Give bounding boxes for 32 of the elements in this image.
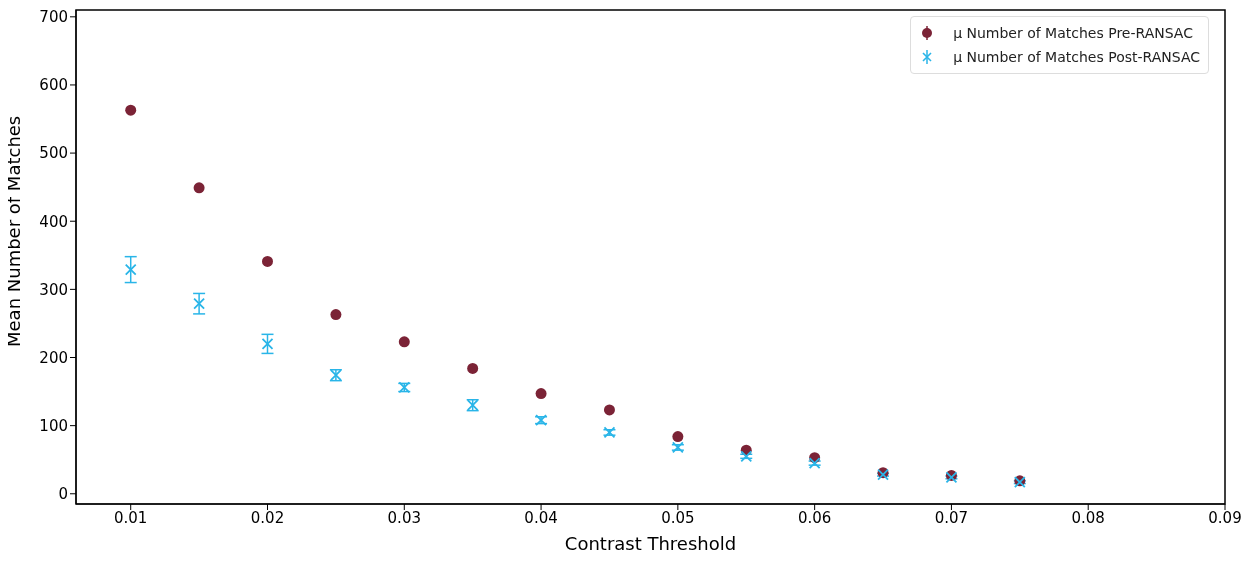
x-tick-label: 0.05 [661,508,695,527]
x-tick-label: 0.06 [797,508,832,527]
legend-label: μ Number of Matches Post-RANSAC [953,48,1200,67]
y-tick-label: 300 [39,280,68,299]
y-tick-label: 500 [39,144,68,163]
point [124,263,137,276]
point [330,309,342,321]
y-tick-label: 0 [58,485,68,504]
point [262,255,273,267]
point [261,337,274,350]
y-tick-label: 200 [39,348,68,367]
point [808,457,821,470]
y-tick-label: 100 [39,416,68,435]
x-axis-title: Contrast Threshold [564,533,737,554]
x-tick-label: 0.08 [1071,508,1105,527]
point [398,336,410,348]
point [467,362,479,374]
x-tick-label: 0.02 [250,508,285,527]
y-tick-label: 600 [39,76,68,95]
point [603,404,615,416]
x-tick-label: 0.03 [387,508,421,527]
point [535,388,547,400]
y-tick-label: 700 [39,8,68,27]
x-tick-label: 0.07 [934,508,969,527]
x-tick-label: 0.01 [114,508,148,527]
point [193,182,205,194]
x-tick-label: 0.09 [1208,508,1242,527]
point [125,104,137,116]
y-tick-label: 400 [39,212,68,231]
x-tick-label: 0.04 [524,508,558,527]
point [193,297,206,310]
legend-label: μ Number of Matches Pre-RANSAC [953,24,1193,43]
